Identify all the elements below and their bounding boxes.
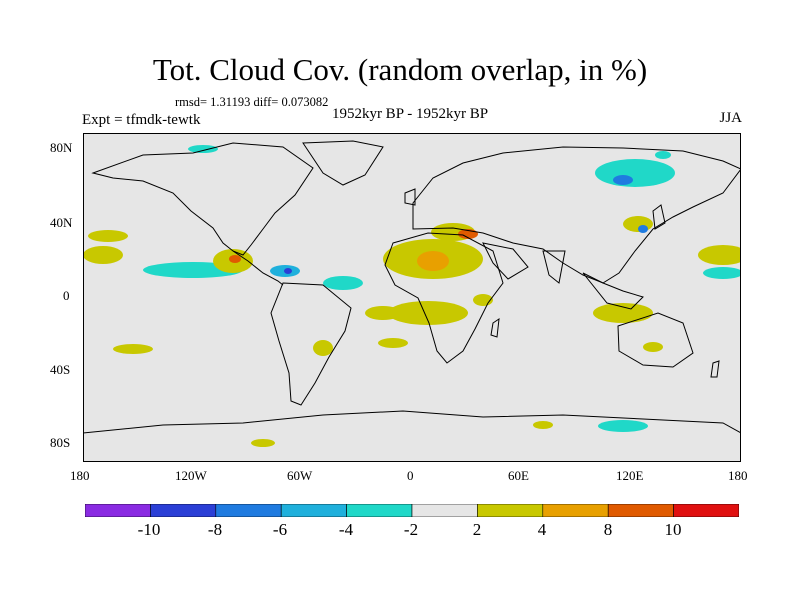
india-coast [542, 250, 566, 284]
y-tick-80n: 80N [50, 140, 73, 155]
british-isles-coast [404, 188, 416, 206]
y-tick-40s: 40S [50, 362, 71, 377]
colorbar-label: -6 [272, 520, 288, 539]
x-tick-60e: 60E [508, 468, 529, 483]
japan-coast [652, 204, 666, 230]
madagascar-coast [490, 317, 500, 338]
greenland-coast [302, 140, 384, 186]
colorbar-label: 10 [664, 520, 682, 539]
new-zealand-coast [710, 360, 720, 378]
southeast-asia-coast [582, 272, 644, 310]
anomaly-blob [655, 151, 671, 159]
colorbar-swatch [607, 504, 674, 517]
north-america-coast [91, 142, 314, 256]
africa-coast [384, 232, 504, 364]
colorbar-swatch [150, 504, 217, 517]
colorbar-label: -8 [207, 520, 223, 539]
map-frame [83, 133, 741, 462]
colorbar-label: -10 [137, 520, 161, 539]
colorbar-label: -4 [338, 520, 354, 539]
y-tick-80s: 80S [50, 435, 71, 450]
colorbar-label: 2 [472, 520, 482, 539]
coastlines [83, 140, 741, 434]
anomaly-blob [113, 344, 153, 354]
anomaly-blob [251, 439, 275, 447]
map-background [83, 133, 741, 462]
y-tick-0: 0 [63, 288, 70, 303]
x-tick-120e: 120E [616, 468, 644, 483]
central-america-coast [232, 250, 284, 286]
colorbar [85, 504, 739, 517]
anomaly-blob [88, 230, 128, 242]
anomaly-blob [638, 225, 648, 233]
anomaly-blob [417, 251, 449, 271]
colorbar-swatch [346, 504, 413, 517]
anomaly-blob [378, 338, 408, 348]
colorbar-swatch [280, 504, 347, 517]
x-tick-180-right: 180 [728, 468, 748, 483]
x-tick-0: 0 [407, 468, 414, 483]
season-label: JJA [719, 110, 742, 126]
anomaly-blob [388, 301, 468, 325]
colorbar-swatch [542, 504, 609, 517]
y-tick-40n: 40N [50, 215, 73, 230]
period-label: 1952kyr BP - 1952kyr BP [331, 106, 489, 122]
colorbar-label: -2 [403, 520, 419, 539]
colorbar-swatch [477, 504, 544, 517]
anomaly-blob [313, 340, 333, 356]
anomaly-blob [623, 216, 653, 232]
europe-asia-coast [412, 146, 741, 284]
colorbar-label: 4 [537, 520, 547, 539]
anomaly-blob [593, 303, 653, 323]
anomaly-blob [703, 267, 741, 279]
anomaly-blob [613, 175, 633, 185]
x-tick-180-left: 180 [70, 468, 90, 483]
anomaly-blob [323, 276, 363, 290]
anomaly-blob [284, 268, 292, 274]
anomaly-blob [229, 255, 241, 263]
colorbar-label: 8 [603, 520, 613, 539]
australia-coast [617, 312, 694, 368]
antarctica-coast [83, 410, 741, 434]
chart-title: Tot. Cloud Cov. (random overlap, in %) [152, 52, 648, 87]
arabia-coast [482, 242, 529, 280]
x-tick-60w: 60W [287, 468, 313, 483]
colorbar-swatch [215, 504, 282, 517]
anomaly-blob [188, 145, 218, 153]
anomaly-blob [598, 420, 648, 432]
x-tick-120w: 120W [175, 468, 207, 483]
colorbar-swatch [673, 504, 739, 517]
anomaly-blob [365, 306, 401, 320]
anomaly-blob [698, 245, 741, 265]
south-america-coast [270, 282, 352, 406]
experiment-label: Expt = tfmdk-tewtk [82, 112, 201, 128]
colorbar-swatch [411, 504, 478, 517]
colorbar-swatch [85, 504, 151, 517]
anomaly-blob [83, 246, 123, 264]
map-panel [83, 133, 741, 462]
anomaly-blob [533, 421, 553, 429]
stats-line: rmsd= 1.31193 diff= 0.073082 [175, 95, 329, 109]
anomaly-blob [643, 342, 663, 352]
anomaly-blob [595, 159, 675, 187]
